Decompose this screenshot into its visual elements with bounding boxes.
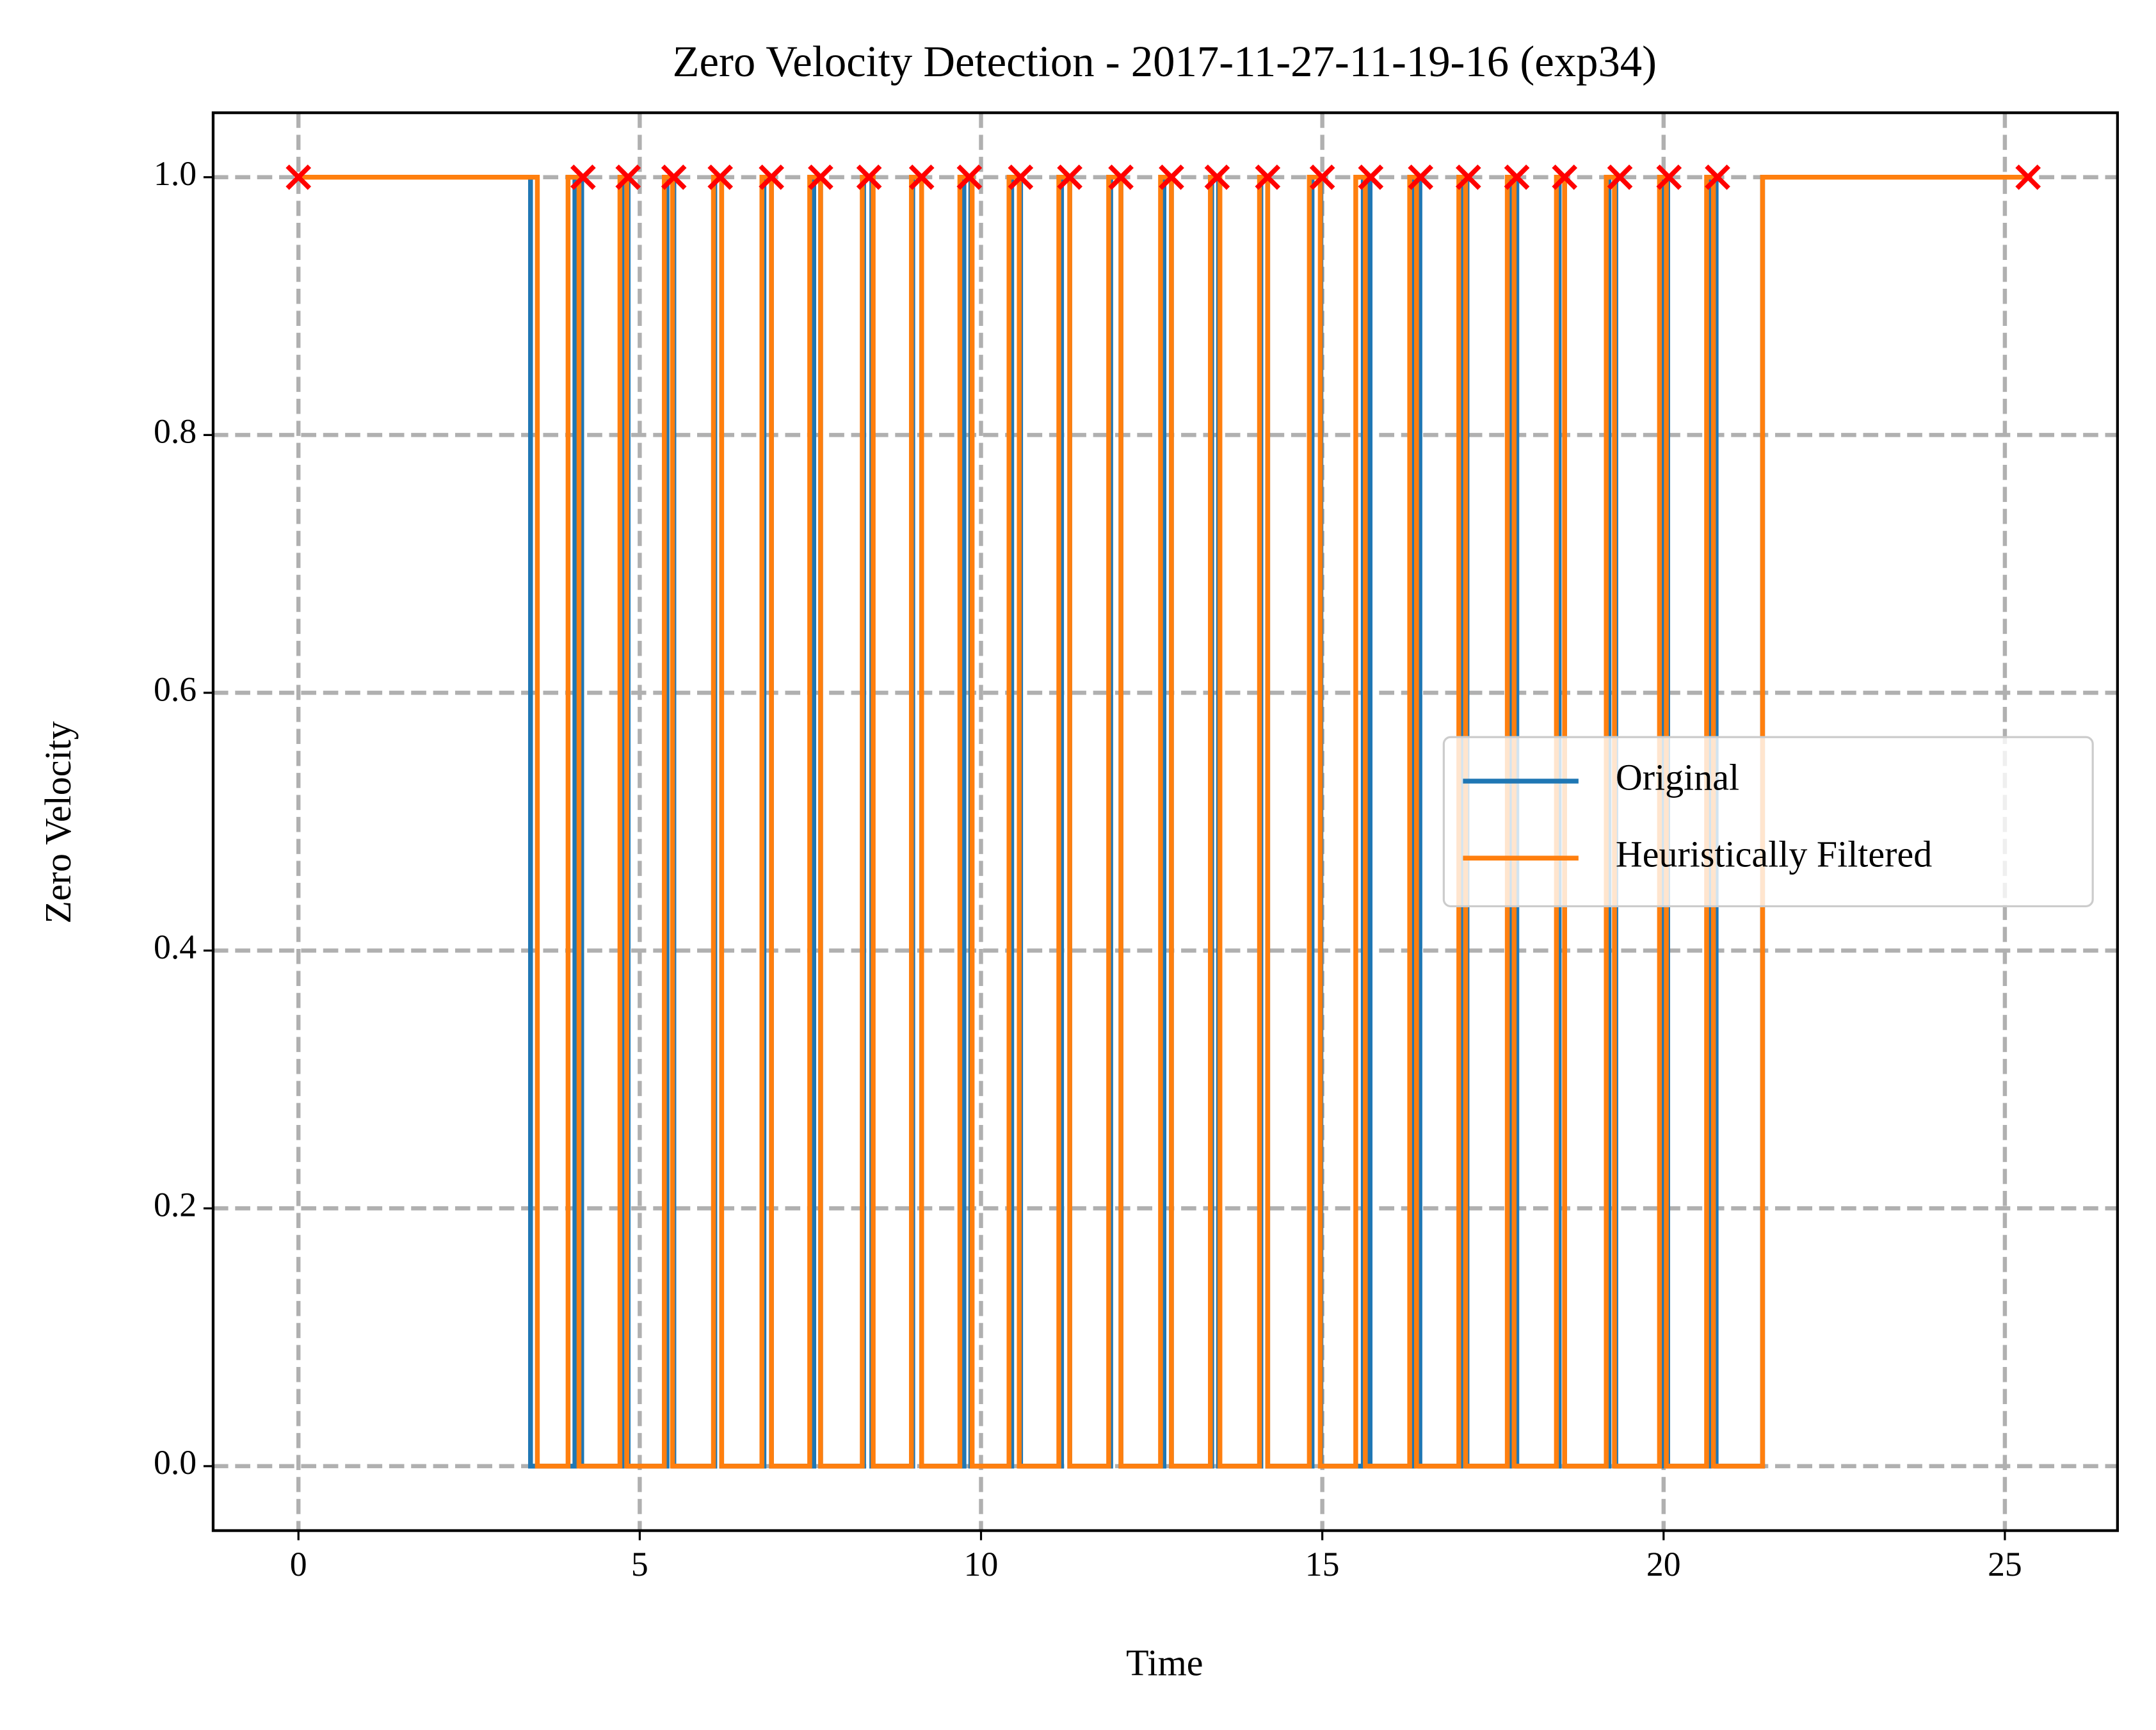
legend-label: Original xyxy=(1616,756,1739,798)
y-tick-label: 0.0 xyxy=(154,1443,197,1482)
x-tick-label: 10 xyxy=(964,1545,999,1583)
marker xyxy=(615,164,641,190)
y-tick-label: 0.8 xyxy=(154,412,197,451)
marker xyxy=(1552,164,1578,190)
y-tick-label: 0.2 xyxy=(154,1186,197,1224)
marker xyxy=(1057,164,1082,190)
x-axis-label: Time xyxy=(1126,1642,1203,1684)
marker xyxy=(1008,164,1034,190)
x-tick-label: 5 xyxy=(631,1545,648,1583)
marker xyxy=(1255,164,1281,190)
marker xyxy=(1159,164,1184,190)
marker xyxy=(956,164,983,190)
chart-title: Zero Velocity Detection - 2017-11-27-11-… xyxy=(673,37,1657,86)
marker xyxy=(286,164,312,190)
marker xyxy=(856,164,882,190)
marker xyxy=(1108,164,1134,190)
marker xyxy=(759,164,784,190)
marker xyxy=(1408,164,1434,190)
marker xyxy=(1607,164,1633,190)
marker xyxy=(570,164,596,190)
marker xyxy=(1204,164,1230,190)
y-tick-label: 1.0 xyxy=(154,154,197,193)
marker xyxy=(1705,164,1730,190)
legend-label: Heuristically Filtered xyxy=(1616,834,1932,875)
x-tick-label: 25 xyxy=(1988,1545,2022,1583)
marker xyxy=(707,164,734,190)
y-tick-label: 0.4 xyxy=(154,928,197,966)
marker xyxy=(1504,164,1530,190)
x-tick-label: 0 xyxy=(290,1545,307,1583)
marker xyxy=(908,164,935,190)
marker xyxy=(2015,164,2041,190)
marker xyxy=(661,164,687,190)
marker xyxy=(1455,164,1481,190)
plot-frame xyxy=(211,111,2120,1532)
marker xyxy=(1309,164,1335,190)
x-tick-label: 15 xyxy=(1305,1545,1340,1583)
marker xyxy=(808,164,833,190)
x-tick-label: 20 xyxy=(1646,1545,1681,1583)
y-tick-label: 0.6 xyxy=(154,670,197,708)
legend-box xyxy=(1442,736,2094,908)
marker xyxy=(1358,164,1384,190)
marker xyxy=(1656,164,1682,190)
y-axis-label: Zero Velocity xyxy=(37,721,79,923)
